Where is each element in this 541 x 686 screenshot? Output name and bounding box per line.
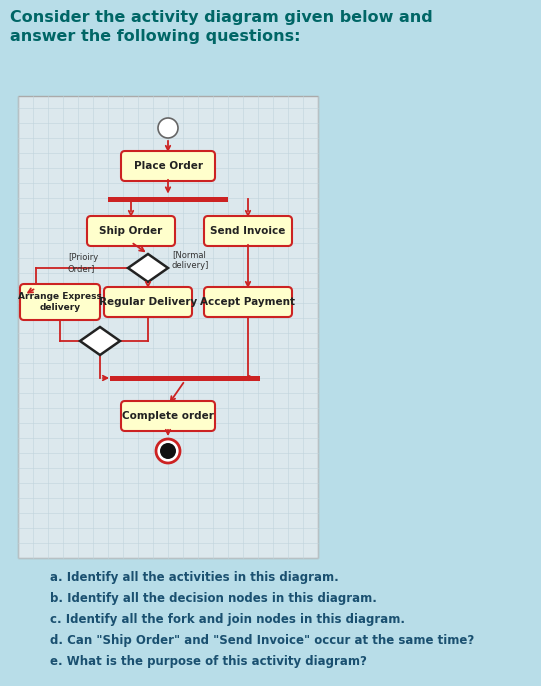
FancyBboxPatch shape xyxy=(121,151,215,181)
FancyBboxPatch shape xyxy=(87,216,175,246)
Text: Complete order: Complete order xyxy=(122,411,214,421)
Text: b. Identify all the decision nodes in this diagram.: b. Identify all the decision nodes in th… xyxy=(50,592,377,605)
Text: a. Identify all the activities in this diagram.: a. Identify all the activities in this d… xyxy=(50,571,339,584)
Text: c. Identify all the fork and join nodes in this diagram.: c. Identify all the fork and join nodes … xyxy=(50,613,405,626)
Circle shape xyxy=(158,118,178,138)
FancyBboxPatch shape xyxy=(18,96,318,558)
Polygon shape xyxy=(128,254,168,282)
FancyBboxPatch shape xyxy=(104,287,192,317)
Text: Arrange Express
delivery: Arrange Express delivery xyxy=(18,292,102,311)
Text: Regular Delivery: Regular Delivery xyxy=(99,297,197,307)
Text: Accept Payment: Accept Payment xyxy=(201,297,295,307)
Bar xyxy=(110,375,260,381)
Text: e. What is the purpose of this activity diagram?: e. What is the purpose of this activity … xyxy=(50,655,367,668)
Text: d. Can "Ship Order" and "Send Invoice" occur at the same time?: d. Can "Ship Order" and "Send Invoice" o… xyxy=(50,634,474,647)
Text: Place Order: Place Order xyxy=(134,161,202,171)
Text: Send Invoice: Send Invoice xyxy=(210,226,286,236)
Polygon shape xyxy=(80,327,120,355)
Text: [Prioiry
Order]: [Prioiry Order] xyxy=(68,253,98,273)
Text: [Normal
delivery]: [Normal delivery] xyxy=(172,250,209,270)
Circle shape xyxy=(160,443,176,459)
Text: Consider the activity diagram given below and
answer the following questions:: Consider the activity diagram given belo… xyxy=(10,10,433,44)
Bar xyxy=(108,196,228,202)
Circle shape xyxy=(156,439,180,463)
Text: Ship Order: Ship Order xyxy=(100,226,163,236)
FancyBboxPatch shape xyxy=(204,216,292,246)
FancyBboxPatch shape xyxy=(121,401,215,431)
FancyBboxPatch shape xyxy=(20,284,100,320)
FancyBboxPatch shape xyxy=(204,287,292,317)
